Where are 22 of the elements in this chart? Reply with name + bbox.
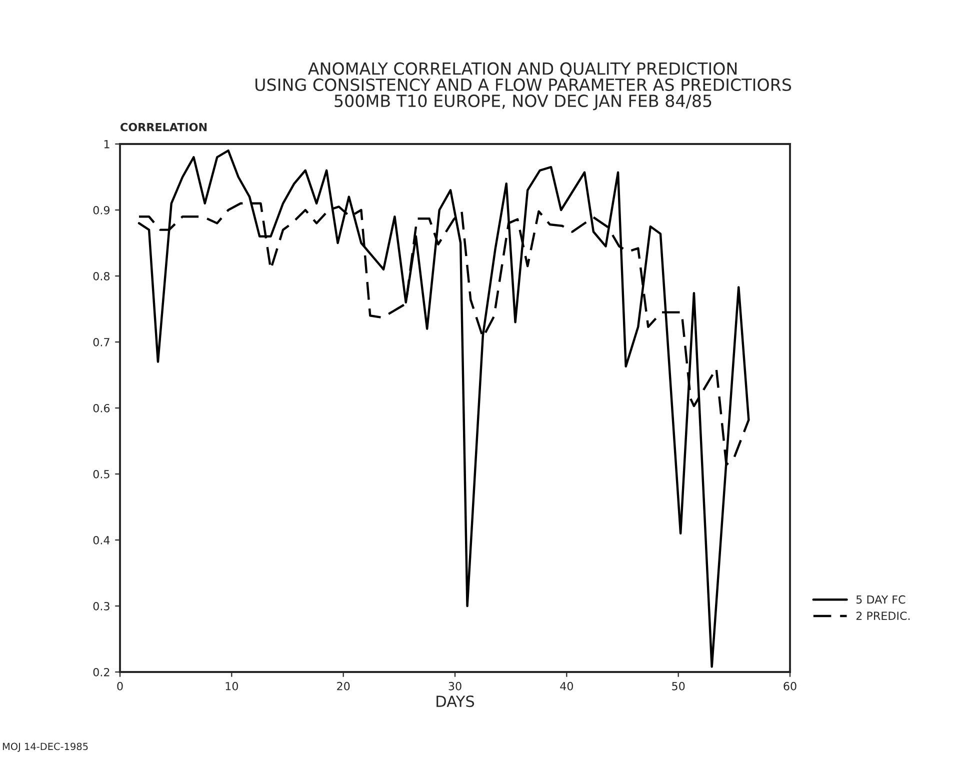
y-tick-label: 0.6 <box>93 404 110 412</box>
y-axis-title: CORRELATION <box>120 122 207 132</box>
y-tick-label: 0.3 <box>93 602 110 610</box>
legend-label: 5 DAY FC <box>856 595 906 604</box>
text: MOJ 14-DEC-1985 <box>2 742 88 752</box>
y-tick-label: 0.8 <box>93 272 110 280</box>
y-tick-label: 0.2 <box>93 668 110 676</box>
x-tick-label: 50 <box>672 682 685 690</box>
x-tick-label: 0 <box>117 682 123 690</box>
y-tick-label: 0.4 <box>93 536 110 544</box>
y-tick-label: 0.5 <box>93 470 110 478</box>
x-tick-label: 60 <box>784 682 796 690</box>
x-tick-label: 30 <box>448 682 462 690</box>
x-tick-label: 20 <box>337 682 350 690</box>
y-tick-label: 0.9 <box>93 206 110 214</box>
chart-title: ANOMALY CORRELATION AND QUALITY PREDICTION USING CONSISTENCY AND A FLOW PARAMETER AS PREDICTIORS 500MB T10 EUROPE, NOV DEC JAN FEB 84/85 <box>256 62 792 110</box>
x-axis-title: DAYS <box>436 696 474 708</box>
y-tick-label: 0.7 <box>93 338 110 346</box>
x-tick-label: 10 <box>226 682 238 690</box>
legend-label: 2 PREDIC. <box>856 612 910 620</box>
x-tick-label: 40 <box>560 682 573 690</box>
y-tick-label: 1 <box>104 140 110 148</box>
